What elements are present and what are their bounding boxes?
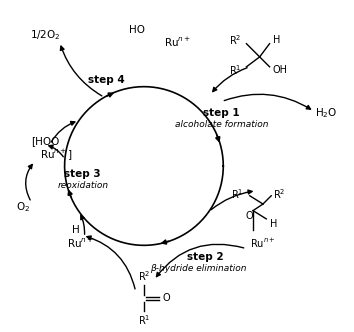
FancyArrowPatch shape: [87, 236, 135, 289]
Text: O: O: [246, 210, 253, 220]
Text: Ru$^{n+}$: Ru$^{n+}$: [68, 237, 95, 250]
Text: O: O: [162, 293, 170, 303]
FancyArrowPatch shape: [211, 190, 252, 210]
Text: O$_2$: O$_2$: [16, 201, 30, 214]
FancyArrowPatch shape: [107, 93, 113, 97]
Text: R$^2$: R$^2$: [138, 270, 150, 284]
Text: [HOO: [HOO: [32, 136, 60, 146]
Text: R$^1$: R$^1$: [138, 313, 150, 327]
FancyArrowPatch shape: [51, 122, 75, 142]
FancyArrowPatch shape: [213, 68, 247, 92]
Text: H: H: [273, 36, 280, 45]
Text: H: H: [72, 225, 80, 235]
FancyArrowPatch shape: [156, 244, 244, 277]
Text: step 3: step 3: [64, 169, 101, 179]
Text: Ru$^{n+}$: Ru$^{n+}$: [164, 36, 191, 48]
FancyArrowPatch shape: [216, 135, 219, 141]
Text: R$^1$: R$^1$: [231, 187, 243, 201]
Text: step 2: step 2: [187, 252, 223, 262]
FancyArrowPatch shape: [68, 191, 72, 197]
FancyArrowPatch shape: [162, 240, 169, 244]
Text: Ru$^{n+}$]: Ru$^{n+}$]: [40, 147, 73, 162]
Text: Ru$^{n+}$: Ru$^{n+}$: [250, 237, 276, 250]
Text: step 1: step 1: [203, 108, 240, 118]
Text: R$^2$: R$^2$: [229, 34, 241, 47]
FancyArrowPatch shape: [61, 46, 102, 96]
Text: R$^1$: R$^1$: [229, 63, 241, 77]
FancyArrowPatch shape: [81, 215, 85, 234]
Text: reoxidation: reoxidation: [57, 181, 108, 190]
FancyArrowPatch shape: [49, 145, 63, 157]
FancyArrowPatch shape: [26, 164, 32, 200]
Text: 1/2O$_2$: 1/2O$_2$: [29, 29, 60, 42]
Text: R$^2$: R$^2$: [273, 187, 285, 201]
Text: step 4: step 4: [87, 75, 124, 85]
Text: β-hydride elimination: β-hydride elimination: [150, 264, 247, 273]
Text: alcoholate formation: alcoholate formation: [175, 120, 268, 129]
Text: OH: OH: [273, 65, 288, 75]
Text: H$_2$O: H$_2$O: [315, 106, 337, 120]
FancyArrowPatch shape: [224, 94, 310, 109]
Text: HO: HO: [129, 26, 145, 36]
Text: H: H: [270, 219, 277, 229]
